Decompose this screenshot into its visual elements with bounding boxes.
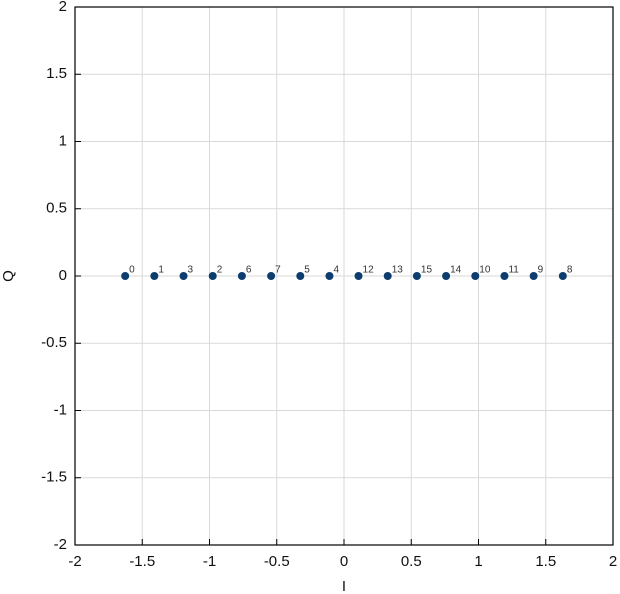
point-label: 12 bbox=[363, 265, 375, 276]
point bbox=[150, 272, 159, 280]
point-label: 1 bbox=[158, 265, 164, 276]
point-label: 13 bbox=[392, 265, 404, 276]
y-tick-label: -1.5 bbox=[41, 469, 67, 486]
point-label: 9 bbox=[538, 265, 544, 276]
point-label: 5 bbox=[304, 265, 310, 276]
point-label: 4 bbox=[333, 265, 339, 276]
point bbox=[237, 272, 246, 280]
point bbox=[383, 272, 392, 280]
point bbox=[296, 272, 305, 280]
point bbox=[471, 272, 480, 280]
x-tick-label: -0.5 bbox=[264, 553, 290, 570]
x-tick-label: 0.5 bbox=[401, 553, 422, 570]
point bbox=[412, 272, 421, 280]
y-tick-label: 0 bbox=[59, 267, 67, 284]
y-tick-label: 2 bbox=[59, 0, 67, 15]
point bbox=[529, 272, 538, 280]
x-tick-label: 1.5 bbox=[535, 553, 556, 570]
point-label: 10 bbox=[479, 265, 491, 276]
point-label: 8 bbox=[567, 265, 573, 276]
point bbox=[354, 272, 363, 280]
point bbox=[267, 272, 276, 280]
point-label: 3 bbox=[188, 265, 194, 276]
point-label: 14 bbox=[450, 265, 462, 276]
x-axis-label: I bbox=[342, 578, 346, 594]
point-label: 6 bbox=[246, 265, 252, 276]
y-tick-label: -0.5 bbox=[41, 334, 67, 351]
y-axis-label: Q bbox=[0, 270, 17, 282]
y-tick-label: 1 bbox=[59, 132, 67, 149]
point bbox=[208, 272, 217, 280]
x-tick-label: 1 bbox=[474, 553, 482, 570]
point bbox=[325, 272, 334, 280]
point-label: 11 bbox=[508, 265, 519, 276]
x-tick-label: -1 bbox=[203, 553, 216, 570]
point bbox=[179, 272, 188, 280]
point-label: 15 bbox=[421, 265, 433, 276]
x-tick-label: 0 bbox=[340, 553, 348, 570]
y-tick-label: 0.5 bbox=[46, 200, 67, 217]
point bbox=[121, 272, 130, 280]
x-tick-label: 2 bbox=[609, 553, 617, 570]
plot-frame bbox=[74, 6, 614, 546]
point bbox=[500, 272, 509, 280]
y-tick-label: -2 bbox=[54, 536, 67, 553]
x-tick-label: -2 bbox=[68, 553, 81, 570]
x-tick-label: -1.5 bbox=[129, 553, 155, 570]
y-tick-label: -1 bbox=[54, 401, 67, 418]
point bbox=[442, 272, 451, 280]
point bbox=[558, 272, 567, 280]
point-label: 0 bbox=[129, 265, 135, 276]
point-label: 7 bbox=[275, 265, 281, 276]
point-label: 2 bbox=[217, 265, 223, 276]
y-tick-label: 1.5 bbox=[46, 65, 67, 82]
